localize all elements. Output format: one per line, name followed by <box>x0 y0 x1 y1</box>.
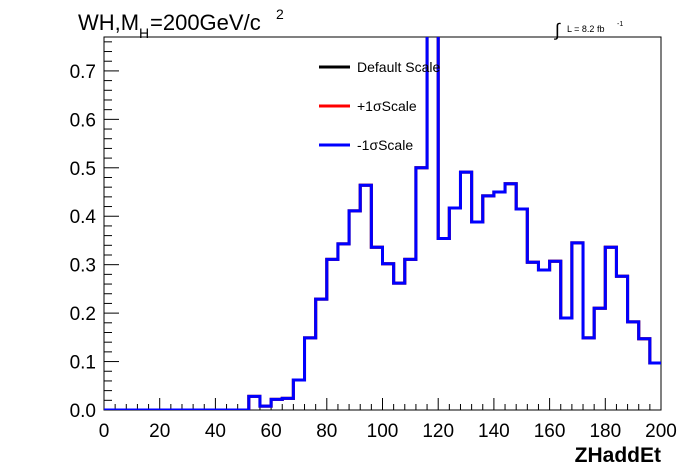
legend-label-minus1sigma: -1σScale <box>357 137 413 153</box>
series-line-minus1sigma-scale <box>104 37 661 410</box>
chart-title-value: =200GeV/c <box>150 10 261 35</box>
x-tick-label: 0 <box>99 421 110 442</box>
y-tick-label: 0.7 <box>70 62 96 83</box>
x-tick-label: 160 <box>534 421 566 442</box>
series-line-plus1sigma-scale <box>104 37 661 410</box>
legend: Default Scale +1σScale -1σScale <box>319 59 440 153</box>
x-axis-label: ZHaddEt <box>575 444 661 467</box>
x-tick-label: 140 <box>478 421 510 442</box>
x-tick-label: 180 <box>589 421 621 442</box>
y-tick-label: 0.3 <box>70 256 96 277</box>
series-line-default-scale <box>104 37 661 410</box>
x-tick-label: 40 <box>205 421 226 442</box>
y-tick-label: 0.4 <box>70 207 97 228</box>
x-tick-label: 80 <box>316 421 337 442</box>
lumi-superscript: -1 <box>617 21 623 28</box>
y-tick-label: 0.6 <box>70 110 96 131</box>
chart-title: WH,M <box>78 10 139 35</box>
legend-label-default: Default Scale <box>357 59 440 75</box>
y-tick-label: 0.1 <box>70 353 96 374</box>
lumi-integral-sign: ∫ <box>553 20 561 40</box>
chart-title-superscript: 2 <box>276 6 284 22</box>
y-tick-label: 0.0 <box>70 401 96 422</box>
y-tick-label: 0.5 <box>70 159 96 180</box>
x-tick-label: 200 <box>645 421 677 442</box>
x-tick-label: 100 <box>367 421 399 442</box>
axes: 0 20 40 60 80 100 120 140 160 180 200 0.0 0.1 0.2 0.3 0… <box>70 41 677 442</box>
y-tick-label: 0.2 <box>70 304 96 325</box>
legend-label-plus1sigma: +1σScale <box>357 98 417 114</box>
chart-title-subscript: H <box>139 25 149 41</box>
series-group <box>104 37 661 410</box>
x-tick-label: 120 <box>422 421 454 442</box>
lumi-label: L = 8.2 fb <box>567 24 604 34</box>
x-tick-label: 20 <box>149 421 170 442</box>
x-tick-label: 60 <box>261 421 282 442</box>
plot-frame <box>103 36 662 411</box>
